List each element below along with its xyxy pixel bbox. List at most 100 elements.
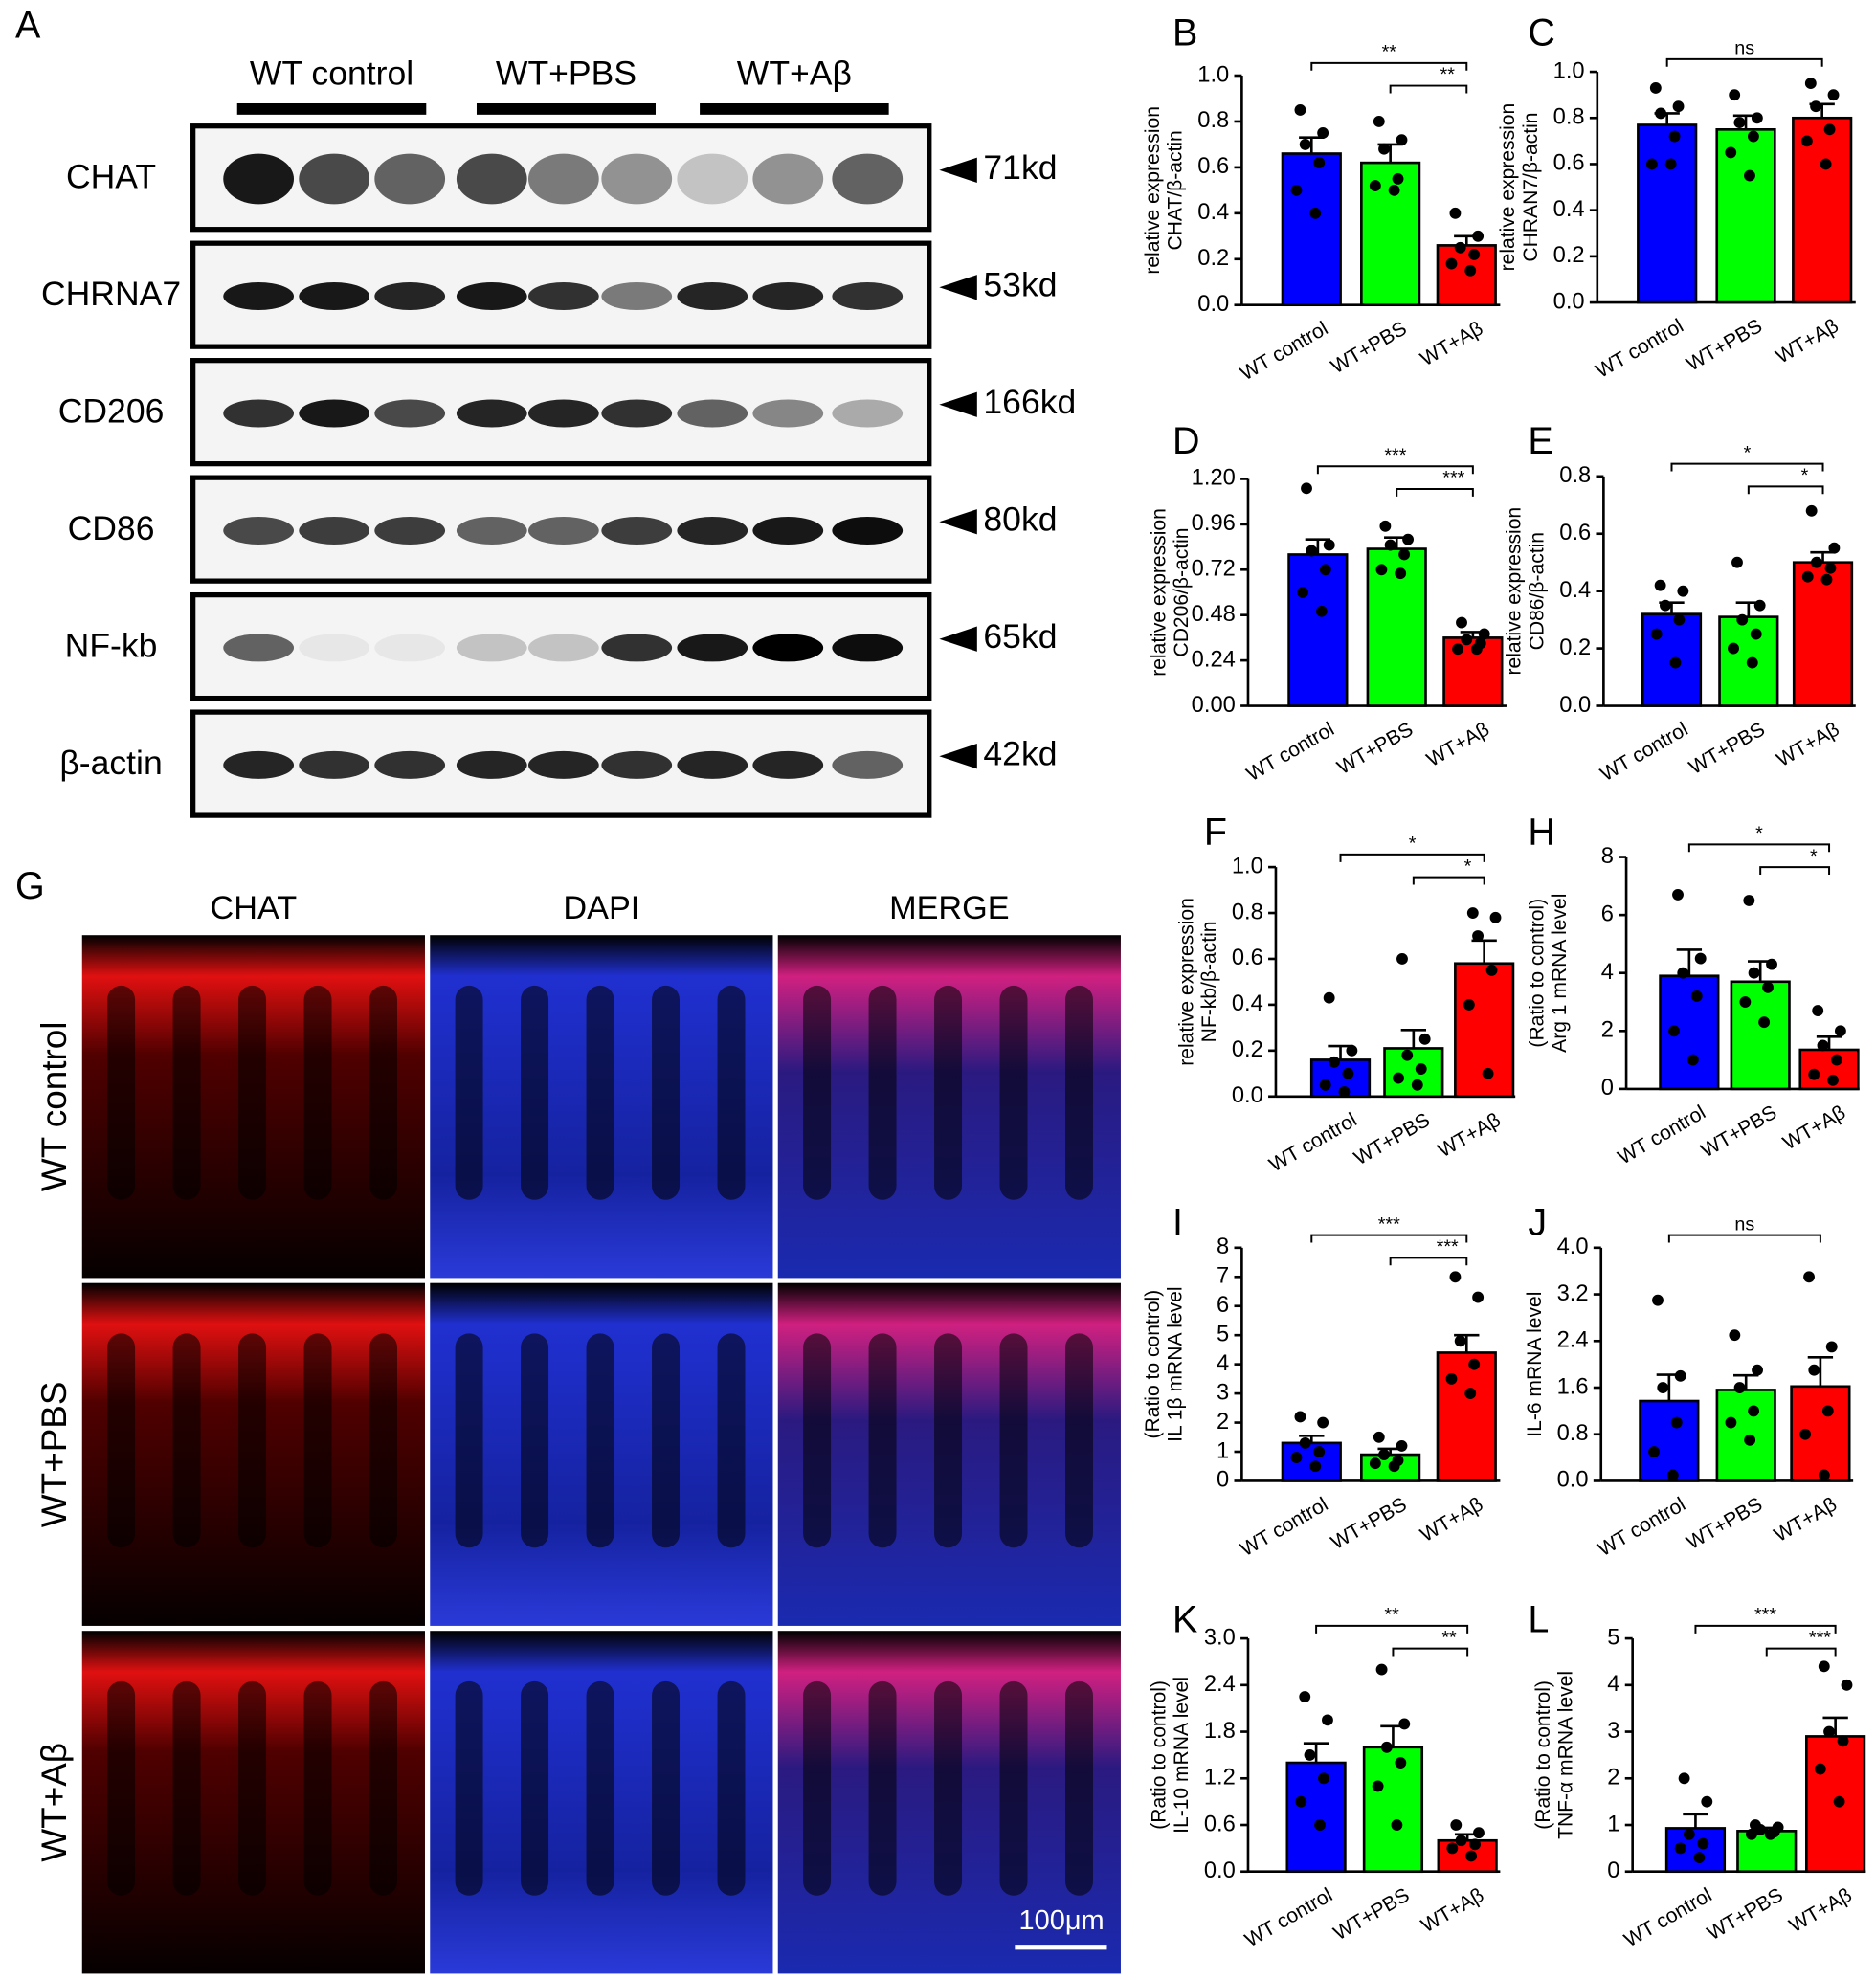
data-point xyxy=(1299,1436,1311,1449)
y-tick-label: 0.6 xyxy=(1559,521,1591,545)
error-bar xyxy=(1400,1028,1427,1049)
y-tick-label: 4.0 xyxy=(1557,1235,1589,1259)
data-point xyxy=(1729,1329,1741,1342)
band xyxy=(752,399,824,428)
data-point xyxy=(1329,1056,1340,1068)
bar xyxy=(1715,1389,1776,1482)
data-point xyxy=(1837,1735,1849,1747)
y-tick-label: 0.00 xyxy=(1192,693,1236,718)
band xyxy=(374,399,446,428)
band xyxy=(299,634,370,662)
error-bar xyxy=(1305,538,1331,555)
band xyxy=(527,153,599,205)
data-point xyxy=(1396,1439,1408,1452)
band xyxy=(752,516,824,545)
data-point xyxy=(1454,1335,1466,1347)
data-point xyxy=(1398,548,1411,561)
y-tick-label: 0.0 xyxy=(1559,693,1591,718)
crypt xyxy=(717,1333,746,1548)
y-tick-label: 8 xyxy=(1601,844,1614,869)
band xyxy=(677,282,748,310)
data-point xyxy=(1648,1446,1660,1457)
data-point xyxy=(1314,1819,1326,1831)
data-point xyxy=(1804,78,1817,90)
data-point xyxy=(1473,1827,1485,1839)
crypt xyxy=(107,1680,136,1896)
significance-bracket xyxy=(1339,853,1485,862)
data-point xyxy=(1482,1067,1494,1079)
x-tick-label: WT+PBS xyxy=(1686,718,1769,779)
data-point xyxy=(1725,146,1737,159)
data-point xyxy=(1752,1364,1763,1376)
significance-bracket xyxy=(1665,57,1823,67)
y-axis-label: relative expression xyxy=(1497,103,1519,272)
data-point xyxy=(1388,184,1400,196)
crypt xyxy=(1065,1680,1093,1896)
error-bar xyxy=(1299,1434,1325,1443)
panel-letter: I xyxy=(1172,1202,1183,1244)
x-tick-label: WT+Aβ xyxy=(1779,1101,1849,1155)
error-bar xyxy=(1822,1716,1848,1737)
crypt xyxy=(369,1680,398,1896)
data-point xyxy=(1319,1079,1331,1091)
error-bar xyxy=(1303,1742,1329,1764)
significance-label: ** xyxy=(1382,42,1397,63)
data-point xyxy=(1317,127,1329,139)
data-point xyxy=(1395,1757,1407,1769)
data-point xyxy=(1322,1714,1333,1726)
x-tick-label: WT+Aβ xyxy=(1423,718,1493,771)
crypt xyxy=(369,1333,398,1548)
data-point xyxy=(1818,1660,1830,1673)
row-label: WT control xyxy=(34,1022,74,1192)
crypt xyxy=(586,1333,614,1548)
y-axis-label: relative expression xyxy=(1148,508,1170,677)
data-point xyxy=(1309,207,1322,219)
band xyxy=(832,750,904,779)
data-point xyxy=(1654,579,1666,591)
y-tick-label: 1.0 xyxy=(1553,58,1585,83)
y-axis-label: IL-10 mRNA level xyxy=(1171,1677,1193,1834)
significance-label: *** xyxy=(1442,468,1464,489)
crypt xyxy=(238,985,267,1200)
panel-letter: G xyxy=(15,865,45,907)
crypt xyxy=(1065,985,1093,1200)
band xyxy=(223,282,295,310)
y-tick-label: 2 xyxy=(1601,1018,1614,1043)
significance-label: * xyxy=(1409,834,1417,855)
data-point xyxy=(1666,1469,1679,1481)
crypt xyxy=(303,1333,332,1548)
data-point xyxy=(1465,1850,1478,1862)
size-label: 71kd xyxy=(983,148,1057,187)
data-point xyxy=(1821,1405,1834,1417)
data-point xyxy=(1395,567,1407,580)
data-point xyxy=(1299,139,1311,150)
x-tick-label: WT+Aβ xyxy=(1786,1884,1856,1938)
band xyxy=(456,750,527,779)
y-axis-label: (Ratio to control) xyxy=(1148,1680,1170,1830)
data-point xyxy=(1470,643,1483,656)
panel-letter: F xyxy=(1204,811,1227,853)
data-point xyxy=(1725,1416,1737,1429)
error-bar xyxy=(1807,1356,1834,1387)
data-point xyxy=(1393,1072,1404,1084)
significance-bracket xyxy=(1315,1624,1469,1634)
panel-letter: L xyxy=(1528,1598,1549,1640)
panel-letter: J xyxy=(1528,1202,1547,1244)
panel-letter: E xyxy=(1528,420,1552,462)
band xyxy=(832,153,904,205)
crypt xyxy=(803,1333,832,1548)
band xyxy=(223,153,295,205)
data-point xyxy=(1748,130,1759,143)
data-point xyxy=(1379,520,1392,532)
data-point xyxy=(1446,1842,1459,1855)
crypt xyxy=(803,1680,832,1896)
band xyxy=(677,634,748,662)
arrowhead xyxy=(939,391,977,417)
data-point xyxy=(1820,573,1833,586)
data-point xyxy=(1372,1780,1384,1792)
x-tick-label: WT control xyxy=(1620,1884,1715,1952)
crypt xyxy=(717,1680,746,1896)
data-point xyxy=(1309,1460,1322,1473)
significance-label: * xyxy=(1801,465,1809,486)
significance-label: ns xyxy=(1734,1213,1754,1235)
